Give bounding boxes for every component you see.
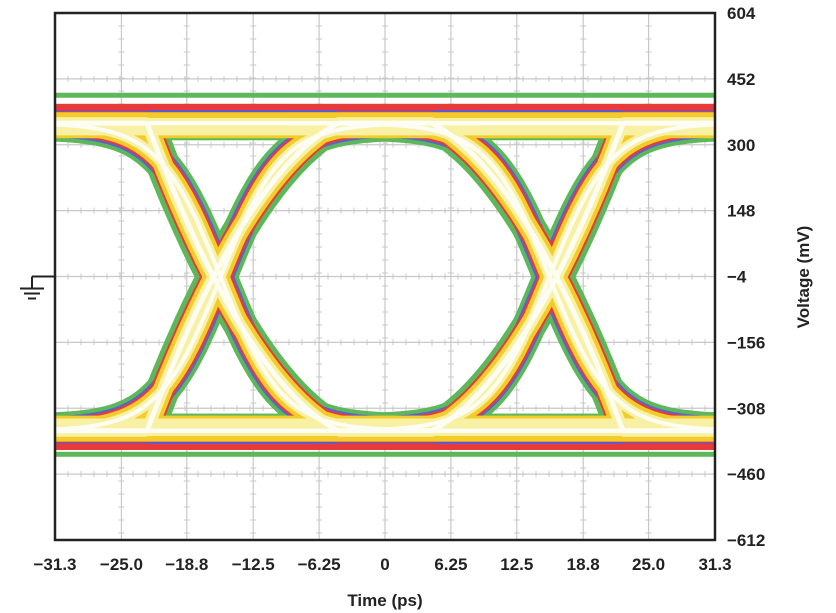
ground-marker <box>20 275 55 300</box>
x-tick-label: −25.0 <box>100 555 143 574</box>
x-tick-label: 0 <box>380 555 389 574</box>
y-axis-ticks: 604 452 300 148 −4 −156 −308 −460 −612 <box>727 4 765 550</box>
x-tick-label: −31.3 <box>33 555 76 574</box>
y-tick-label: −460 <box>727 465 765 484</box>
y-tick-label: −156 <box>727 333 765 352</box>
eye-trace <box>55 120 715 434</box>
y-tick-label: 148 <box>727 202 755 221</box>
y-axis-title: Voltage (mV) <box>794 226 813 329</box>
x-tick-label: 12.5 <box>500 555 533 574</box>
eye-noise-edge <box>55 451 715 457</box>
x-tick-label: −12.5 <box>232 555 275 574</box>
y-tick-label: −4 <box>727 268 747 287</box>
y-tick-label: 452 <box>727 70 755 89</box>
x-axis-ticks: −31.3 −25.0 −18.8 −12.5 −6.25 0 6.25 12.5 18.8 25… <box>33 555 731 574</box>
eye-traces <box>55 92 715 457</box>
x-tick-label: 6.25 <box>434 555 467 574</box>
x-tick-label: 18.8 <box>567 555 600 574</box>
x-tick-label: −18.8 <box>165 555 208 574</box>
y-tick-label: 300 <box>727 136 755 155</box>
y-tick-label: −612 <box>727 531 765 550</box>
y-tick-label: 604 <box>727 4 756 23</box>
x-tick-label: −6.25 <box>298 555 341 574</box>
eye-noise-edge <box>55 92 715 98</box>
y-tick-label: −308 <box>727 399 765 418</box>
eye-trace <box>55 120 715 434</box>
x-axis-title: Time (ps) <box>347 591 422 610</box>
x-tick-label: 25.0 <box>632 555 665 574</box>
x-tick-label: 31.3 <box>698 555 731 574</box>
